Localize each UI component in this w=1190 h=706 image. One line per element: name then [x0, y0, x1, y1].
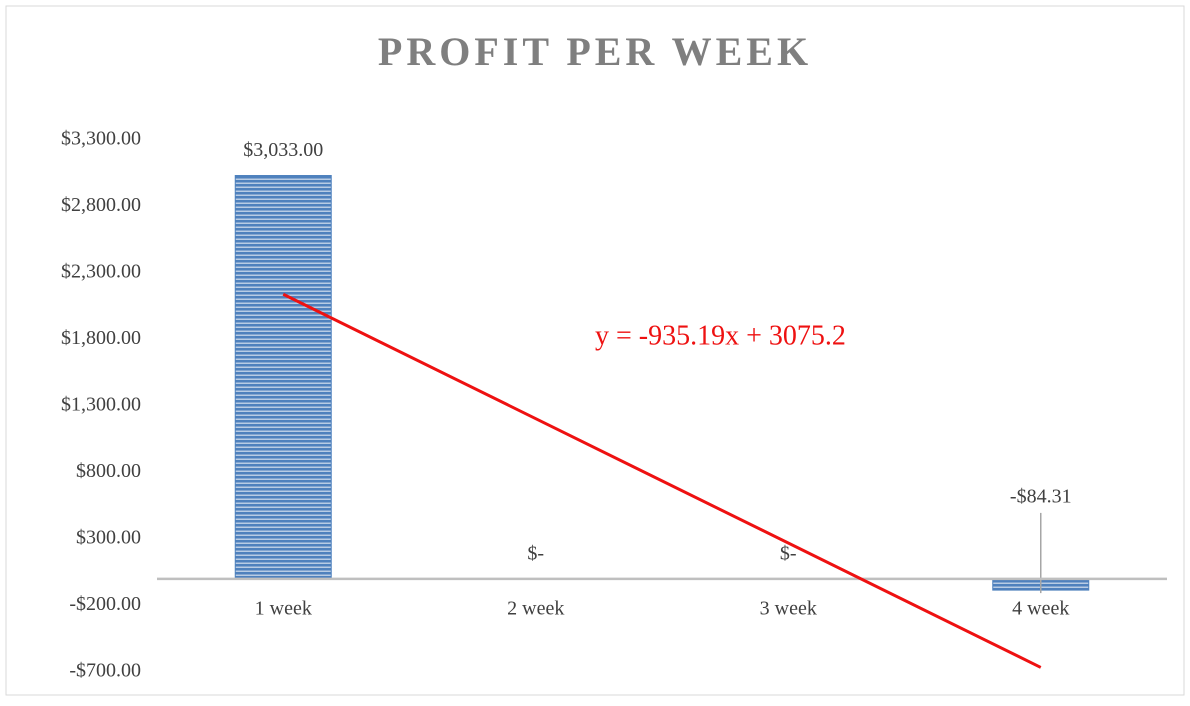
x-tick-label: 3 week: [760, 598, 817, 620]
y-tick-label: $1,800.00: [61, 327, 141, 349]
data-label: $-: [527, 542, 544, 564]
bar: [235, 176, 331, 579]
data-label: $3,033.00: [243, 139, 323, 161]
y-tick-label: $2,800.00: [61, 194, 141, 216]
y-tick-label: $3,300.00: [61, 128, 141, 150]
y-tick-label: -$700.00: [69, 660, 141, 682]
y-tick-label: $2,300.00: [61, 261, 141, 283]
x-tick-label: 4 week: [1012, 598, 1069, 620]
y-tick-label: -$200.00: [69, 593, 141, 615]
y-tick-label: $800.00: [76, 460, 141, 482]
y-tick-label: $300.00: [76, 527, 141, 549]
y-tick-label: $1,300.00: [61, 394, 141, 416]
trendline-equation: y = -935.19x + 3075.2: [595, 320, 846, 351]
x-tick-label: 1 week: [255, 598, 312, 620]
data-label: -$84.31: [1010, 485, 1072, 507]
x-tick-label: 2 week: [507, 598, 564, 620]
chart-title: PROFIT PER WEEK: [378, 29, 812, 74]
